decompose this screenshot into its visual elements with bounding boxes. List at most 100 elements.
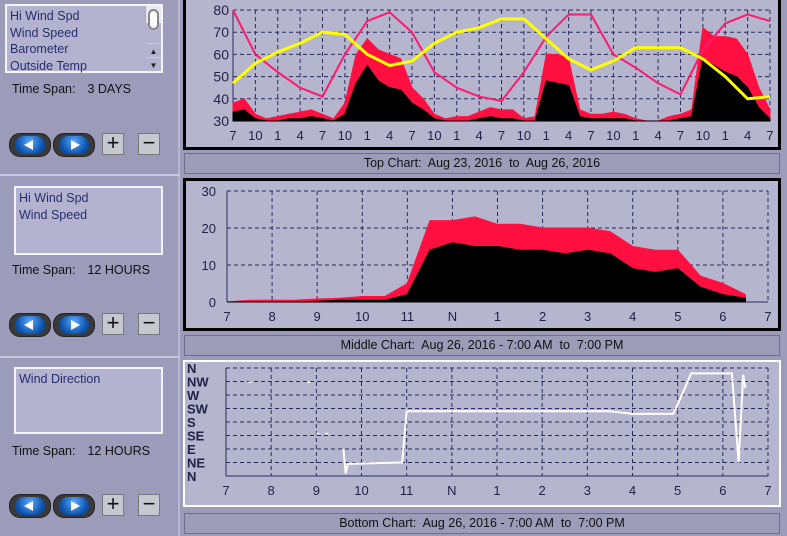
- time-span: Time Span: 12 HOURS: [12, 263, 150, 277]
- time-span-value: 3 DAYS: [87, 82, 131, 96]
- x-tick-label: 1: [543, 128, 550, 143]
- x-tick-label: 7: [319, 128, 326, 143]
- list-item[interactable]: Hi Wind Spd: [10, 9, 80, 23]
- right-arrow-icon: [59, 316, 89, 334]
- next-button[interactable]: [53, 494, 95, 518]
- panel-divider: [178, 0, 180, 536]
- list-item[interactable]: Wind Direction: [19, 372, 101, 386]
- x-tick-label: 4: [386, 128, 393, 143]
- x-tick-label: 4: [629, 483, 636, 498]
- bottom-chart: N NE E SE S SW W NW N 7 8 9 10 11 N 1 2 3 4 5 6 7: [183, 360, 781, 507]
- y-tick-label: 30: [213, 113, 229, 129]
- zoom-out-button[interactable]: −: [138, 312, 160, 335]
- left-arrow-icon: [15, 316, 45, 334]
- x-tick-label: 3: [584, 483, 591, 498]
- x-tick-label: 10: [517, 128, 531, 143]
- x-tick-label: 3: [584, 309, 591, 324]
- series-temp-line: [232, 9, 771, 103]
- x-tick-label: 6: [719, 309, 726, 324]
- x-tick-label: 4: [629, 309, 636, 324]
- x-tick-label: N: [447, 483, 456, 498]
- x-tick-label: 4: [565, 128, 572, 143]
- series-wind-area: [227, 242, 747, 303]
- next-button[interactable]: [53, 313, 95, 337]
- scroll-up-icon[interactable]: ▲: [146, 43, 161, 61]
- x-tick-label: 7: [764, 309, 771, 324]
- left-arrow-icon: [15, 497, 45, 515]
- y-tick-label: E: [187, 442, 196, 457]
- x-tick-label: 7: [229, 128, 236, 143]
- zoom-in-button[interactable]: +: [102, 312, 124, 335]
- y-tick-label: N: [187, 469, 196, 484]
- middle-chart-plot: 0 10 20 30 7 8 9 10 11 N 1 2 3 4 5 6 7: [202, 184, 772, 324]
- x-tick-label: 9: [314, 309, 321, 324]
- series-direction-dot: [248, 381, 252, 383]
- previous-button[interactable]: [9, 494, 51, 518]
- scroll-down-icon[interactable]: ▼: [146, 57, 161, 75]
- list-item[interactable]: Wind Speed: [10, 25, 79, 40]
- y-tick-label: S: [187, 415, 196, 430]
- series-direction-line: [342, 372, 747, 474]
- list-item[interactable]: Outside Temp: [10, 58, 87, 73]
- zoom-out-button[interactable]: −: [138, 132, 160, 155]
- section-divider: [0, 356, 180, 358]
- x-tick-label: 7: [408, 128, 415, 143]
- zoom-in-button[interactable]: +: [102, 493, 124, 516]
- bottom-series-list[interactable]: Wind Direction: [14, 367, 163, 434]
- time-span-value: 12 HOURS: [87, 263, 150, 277]
- top-chart: 30 40 50 60 70 80 7 10 1 4 7 10 1 4 7 10 1 4 7 10 1 4 7 10 1 4 7 10…: [183, 0, 781, 150]
- time-span-label: Time Span:: [12, 444, 76, 458]
- x-tick-label: 2: [539, 309, 546, 324]
- y-tick-label: NE: [187, 456, 205, 471]
- y-tick-label: 0: [209, 295, 216, 310]
- y-tick-label: N: [187, 362, 196, 376]
- top-series-list[interactable]: Hi Wind Spd Wind Speed Barometer Outside…: [5, 4, 163, 73]
- x-tick-label: 6: [719, 483, 726, 498]
- x-tick-label: 7: [766, 128, 773, 143]
- x-tick-label: 10: [606, 128, 620, 143]
- list-item[interactable]: Hi Wind Spd: [19, 191, 89, 205]
- x-tick-label: N: [448, 309, 457, 324]
- y-tick-label: 40: [213, 91, 229, 107]
- y-tick-label: 10: [202, 258, 216, 273]
- x-tick-label: 7: [498, 128, 505, 143]
- scroll-thumb[interactable]: [148, 9, 159, 30]
- y-tick-label: 20: [202, 221, 216, 236]
- y-tick-label: W: [187, 388, 200, 403]
- x-tick-label: 1: [274, 128, 281, 143]
- series-direction-dot: [307, 381, 311, 383]
- y-tick-label: SW: [187, 402, 209, 417]
- scrollbar[interactable]: ▲ ▼: [145, 6, 161, 70]
- middle-chart-caption: Middle Chart: Aug 26, 2016 - 7:00 AM to …: [184, 335, 780, 356]
- series-direction-dot: [325, 432, 329, 435]
- x-tick-label: 2: [539, 483, 546, 498]
- middle-series-list[interactable]: Hi Wind Spd Wind Speed: [14, 186, 163, 255]
- next-button[interactable]: [53, 133, 95, 157]
- x-tick-label: 4: [744, 128, 751, 143]
- time-span-label: Time Span:: [12, 263, 76, 277]
- time-span: Time Span: 3 DAYS: [12, 82, 131, 96]
- x-tick-label: 7: [222, 483, 229, 498]
- y-tick-label: 30: [202, 184, 216, 199]
- x-tick-label: 7: [587, 128, 594, 143]
- x-tick-label: 4: [297, 128, 304, 143]
- x-tick-label: 7: [223, 309, 230, 324]
- middle-chart: 0 10 20 30 7 8 9 10 11 N 1 2 3 4 5 6 7: [183, 178, 781, 331]
- y-tick-label: NW: [187, 375, 209, 390]
- x-tick-label: 10: [354, 483, 368, 498]
- top-chart-caption: Top Chart: Aug 23, 2016 to Aug 26, 2016: [184, 153, 780, 174]
- previous-button[interactable]: [9, 133, 51, 157]
- zoom-out-button[interactable]: −: [138, 493, 160, 516]
- y-tick-label: 80: [213, 2, 229, 18]
- zoom-in-button[interactable]: +: [102, 132, 124, 155]
- previous-button[interactable]: [9, 313, 51, 337]
- series-barometer-line: [232, 17, 771, 101]
- list-item[interactable]: Wind Speed: [19, 207, 88, 222]
- x-tick-label: 10: [696, 128, 710, 143]
- list-item[interactable]: Barometer: [10, 42, 69, 56]
- x-tick-label: 1: [364, 128, 371, 143]
- x-tick-label: 1: [494, 309, 501, 324]
- x-tick-label: 4: [476, 128, 483, 143]
